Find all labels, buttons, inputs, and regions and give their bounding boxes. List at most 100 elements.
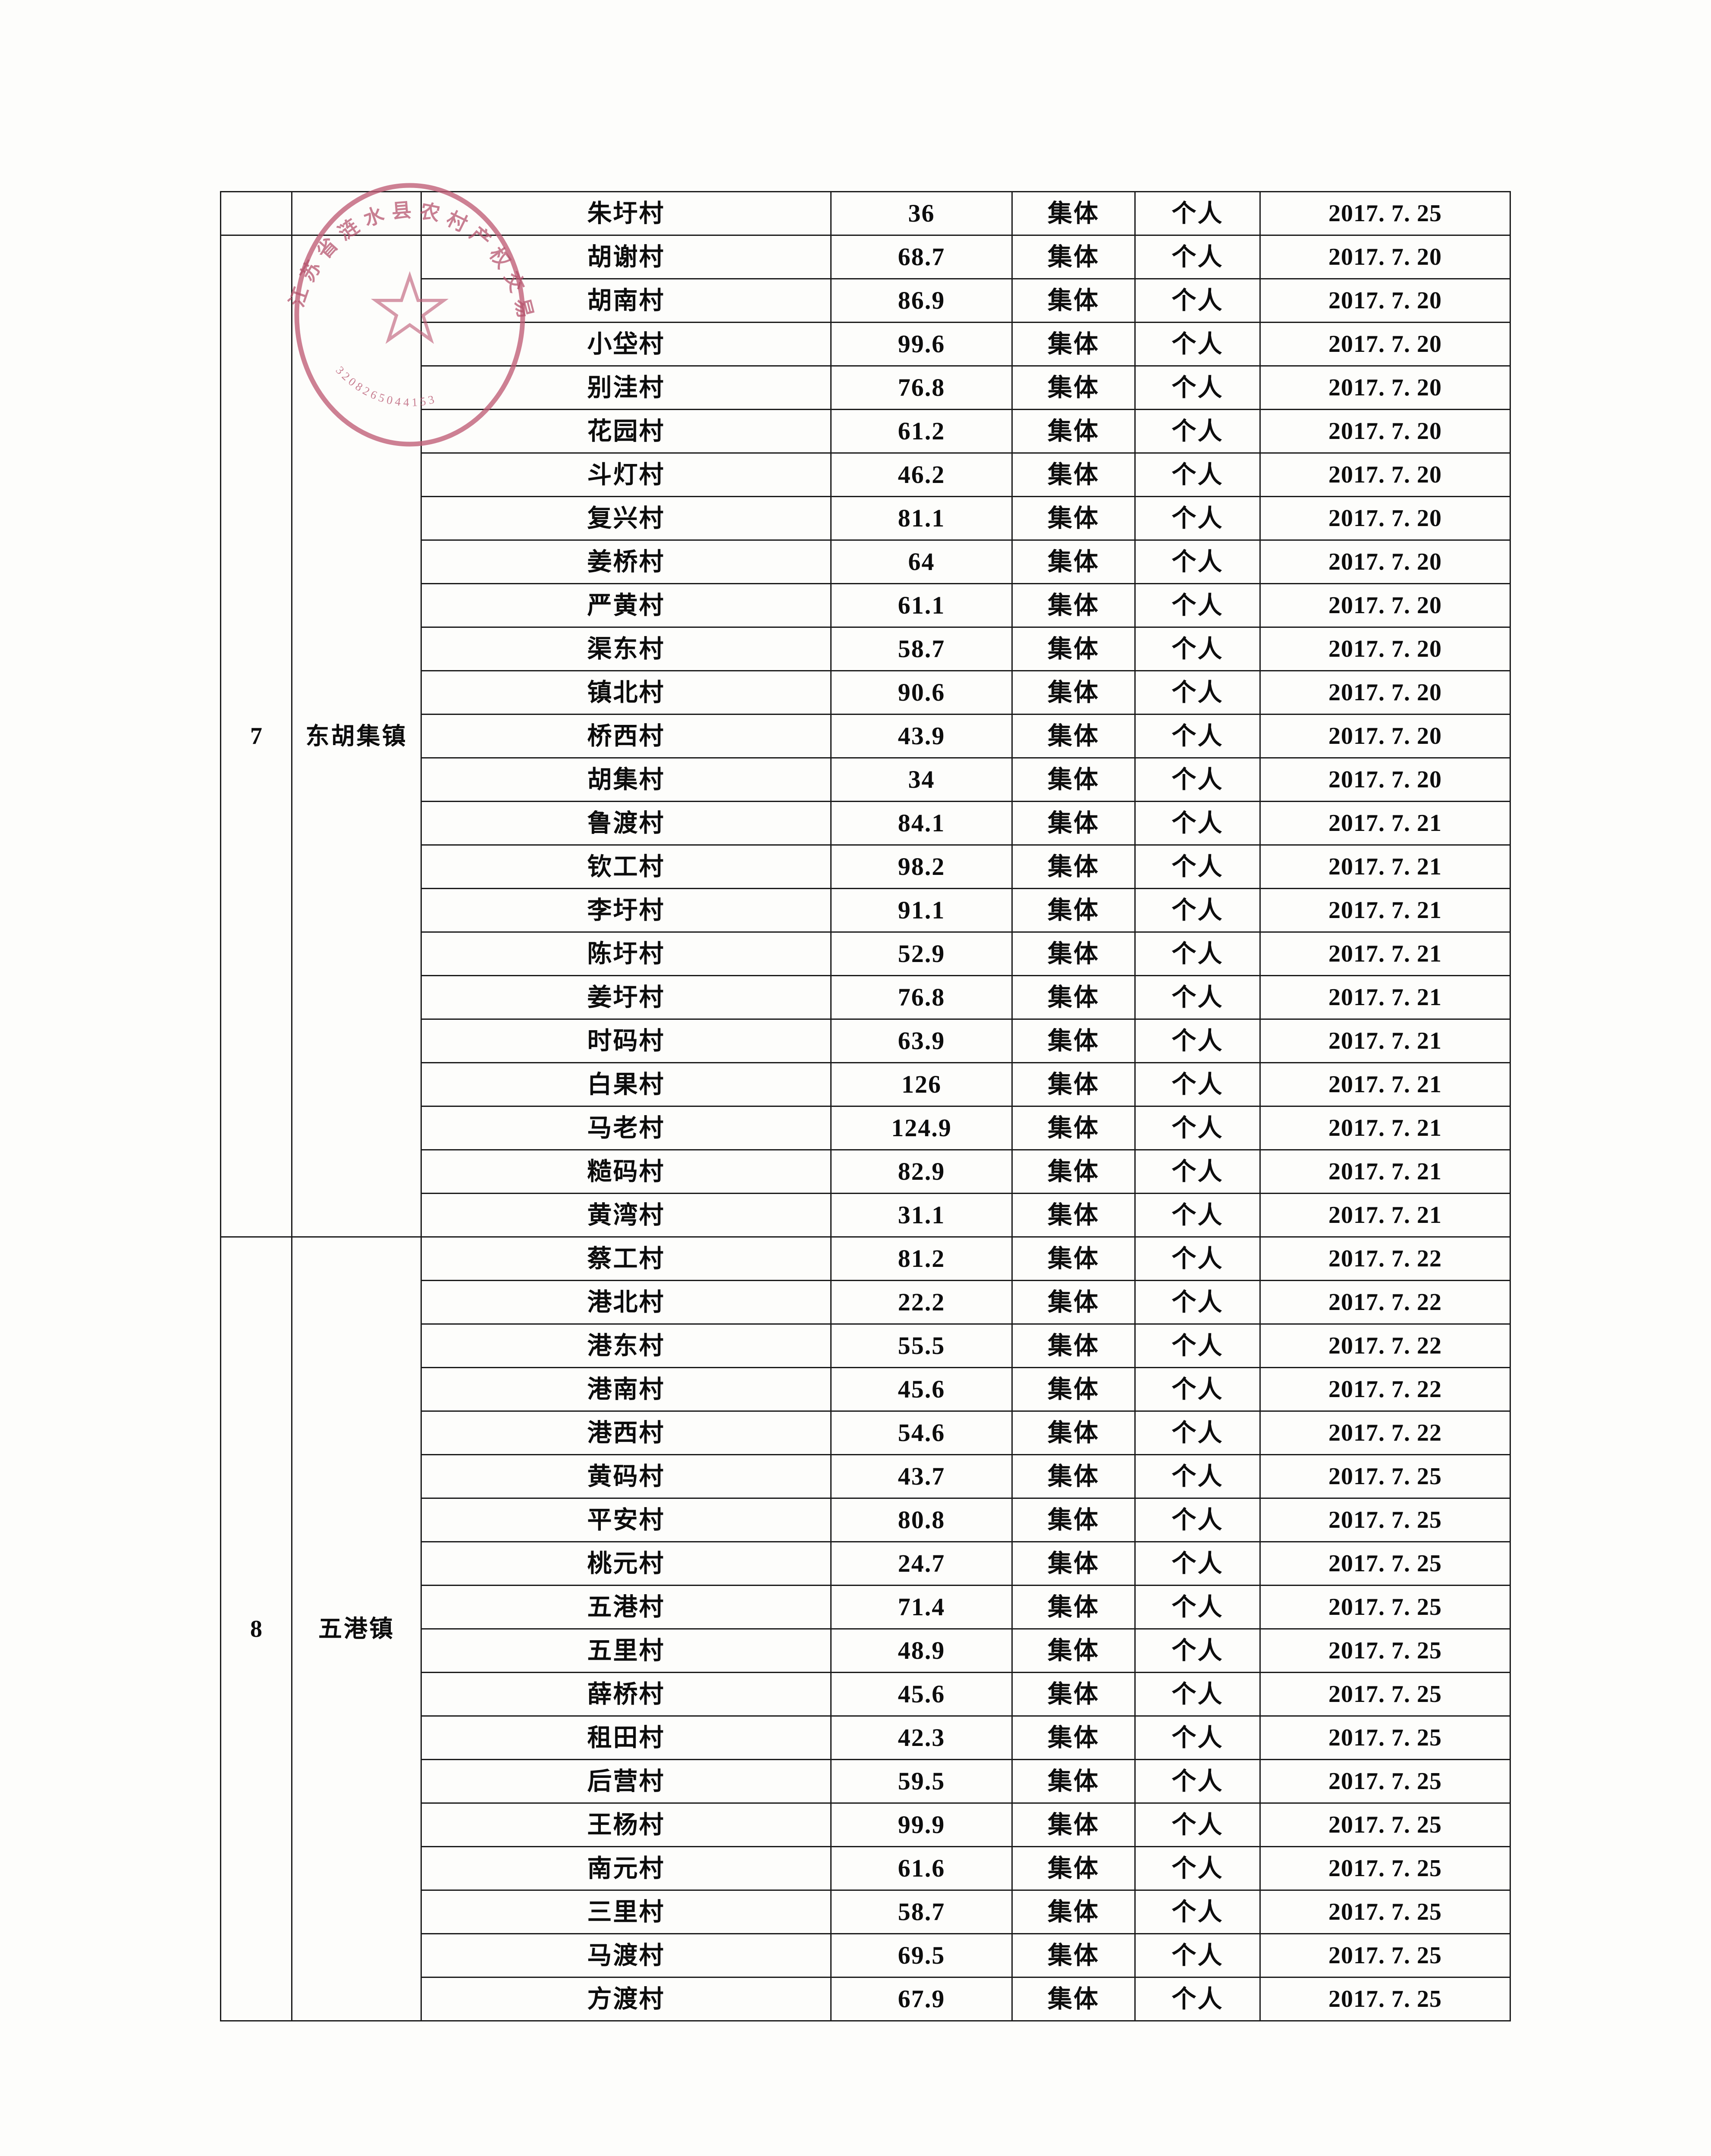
village-name-cell: 桃元村 [421, 1541, 832, 1586]
table-row: 8 五港镇 蔡工村 81.2 集体 个人 2017. 7. 22 [220, 1236, 1511, 2021]
area-value-cell: 43.7 [830, 1454, 1013, 1499]
transaction-date-cell: 2017. 7. 20 [1259, 539, 1511, 584]
transaction-date-cell: 2017. 7. 22 [1259, 1410, 1511, 1455]
village-name-cell: 陈圩村 [421, 931, 832, 976]
village-name-cell: 平安村 [421, 1498, 832, 1542]
area-value-cell: 76.8 [830, 975, 1013, 1020]
data-table-container: 朱圩村 36 集体 个人 2017. 7. 25 7 东胡集镇 胡谢村 68.7 集体 个人 2017… [220, 191, 1511, 2021]
table-row: 黄码村 43.7 集体 个人 2017. 7. 25 [221, 1454, 1511, 1499]
village-name-cell: 渠东村 [421, 627, 832, 671]
table-row: 三里村 58.7 集体 个人 2017. 7. 25 [221, 1890, 1511, 1934]
transaction-date-cell: 2017. 7. 21 [1259, 975, 1511, 1020]
table-row: 方渡村 67.9 集体 个人 2017. 7. 25 [221, 1977, 1511, 2021]
transaction-date-cell: 2017. 7. 20 [1259, 409, 1511, 454]
owner-type-cell: 集体 [1011, 1890, 1136, 1934]
area-value-cell: 81.1 [830, 496, 1013, 541]
user-type-cell: 个人 [1134, 1933, 1261, 1978]
owner-type-cell: 集体 [1011, 1715, 1136, 1760]
town-name-cell: 东胡集镇 [291, 235, 422, 1238]
area-value-cell: 48.9 [830, 1628, 1013, 1673]
owner-type-cell: 集体 [1011, 714, 1136, 758]
user-type-cell: 个人 [1134, 1977, 1261, 2021]
user-type-cell: 个人 [1134, 1454, 1261, 1499]
user-type-cell: 个人 [1134, 452, 1261, 497]
user-type-cell: 个人 [1134, 801, 1261, 846]
area-value-cell: 61.2 [830, 409, 1013, 454]
area-value-cell: 58.7 [830, 627, 1013, 671]
owner-type-cell: 集体 [1011, 278, 1136, 323]
table-row: 港北村 22.2 集体 个人 2017. 7. 22 [221, 1280, 1511, 1325]
owner-type-cell: 集体 [1011, 1018, 1136, 1063]
village-name-cell: 小垈村 [421, 322, 832, 367]
table-row: 马渡村 69.5 集体 个人 2017. 7. 25 [221, 1933, 1511, 1978]
owner-type-cell: 集体 [1011, 670, 1136, 715]
owner-type-cell: 集体 [1011, 1498, 1136, 1542]
table-row: 平安村 80.8 集体 个人 2017. 7. 25 [221, 1498, 1511, 1542]
user-type-cell: 个人 [1134, 1585, 1261, 1630]
transaction-date-cell: 2017. 7. 20 [1259, 365, 1511, 410]
user-type-cell: 个人 [1134, 844, 1261, 889]
area-value-cell: 52.9 [830, 931, 1013, 976]
area-value-cell: 61.6 [830, 1846, 1013, 1891]
village-name-cell: 方渡村 [421, 1977, 832, 2021]
owner-type-cell: 集体 [1011, 757, 1136, 802]
sequence-number-cell: 7 [220, 235, 292, 1238]
area-value-cell: 63.9 [830, 1018, 1013, 1063]
user-type-cell: 个人 [1134, 757, 1261, 802]
table-row: 胡集村 34 集体 个人 2017. 7. 20 [221, 757, 1511, 802]
owner-type-cell: 集体 [1011, 1062, 1136, 1107]
area-value-cell: 24.7 [830, 1541, 1013, 1586]
area-value-cell: 84.1 [830, 801, 1013, 846]
table-row: 桃元村 24.7 集体 个人 2017. 7. 25 [221, 1541, 1511, 1586]
village-name-cell: 马渡村 [421, 1933, 832, 1978]
area-value-cell: 22.2 [830, 1280, 1013, 1325]
area-value-cell: 42.3 [830, 1715, 1013, 1760]
transaction-date-cell: 2017. 7. 25 [1259, 1672, 1511, 1717]
user-type-cell: 个人 [1134, 235, 1261, 279]
area-value-cell: 86.9 [830, 278, 1013, 323]
area-value-cell: 61.1 [830, 583, 1013, 628]
transaction-date-cell: 2017. 7. 21 [1259, 844, 1511, 889]
table-row: 五港村 71.4 集体 个人 2017. 7. 25 [221, 1585, 1511, 1630]
area-value-cell: 68.7 [830, 235, 1013, 279]
village-name-cell: 五港村 [421, 1585, 832, 1630]
owner-type-cell: 集体 [1011, 191, 1136, 236]
table-body: 朱圩村 36 集体 个人 2017. 7. 25 7 东胡集镇 胡谢村 68.7 集体 个人 2017… [220, 191, 1511, 2021]
table-row: 斗灯村 46.2 集体 个人 2017. 7. 20 [221, 452, 1511, 497]
owner-type-cell: 集体 [1011, 496, 1136, 541]
area-value-cell: 69.5 [830, 1933, 1013, 1978]
village-name-cell: 五里村 [421, 1628, 832, 1673]
table-row: 姜桥村 64 集体 个人 2017. 7. 20 [221, 539, 1511, 584]
transaction-date-cell: 2017. 7. 20 [1259, 714, 1511, 758]
area-value-cell: 81.2 [830, 1236, 1013, 1281]
village-name-cell: 港南村 [421, 1367, 832, 1412]
user-type-cell: 个人 [1134, 888, 1261, 933]
transaction-date-cell: 2017. 7. 21 [1259, 1018, 1511, 1063]
owner-type-cell: 集体 [1011, 1628, 1136, 1673]
user-type-cell: 个人 [1134, 1106, 1261, 1150]
user-type-cell: 个人 [1134, 365, 1261, 410]
table-row: 朱圩村 36 集体 个人 2017. 7. 25 [220, 191, 1511, 236]
transaction-date-cell: 2017. 7. 25 [1259, 1585, 1511, 1630]
table-row: 后营村 59.5 集体 个人 2017. 7. 25 [221, 1759, 1511, 1804]
owner-type-cell: 集体 [1011, 1236, 1136, 1281]
transaction-date-cell: 2017. 7. 25 [1259, 1977, 1511, 2021]
user-type-cell: 个人 [1134, 1628, 1261, 1673]
transaction-date-cell: 2017. 7. 20 [1259, 322, 1511, 367]
user-type-cell: 个人 [1134, 1193, 1261, 1238]
table-row: 鲁渡村 84.1 集体 个人 2017. 7. 21 [221, 801, 1511, 846]
village-name-cell: 薛桥村 [421, 1672, 832, 1717]
owner-type-cell: 集体 [1011, 1541, 1136, 1586]
transaction-date-cell: 2017. 7. 25 [1259, 191, 1511, 236]
owner-type-cell: 集体 [1011, 888, 1136, 933]
table-row: 糙码村 82.9 集体 个人 2017. 7. 21 [221, 1149, 1511, 1194]
table-row: 租田村 42.3 集体 个人 2017. 7. 25 [221, 1715, 1511, 1760]
village-name-cell: 花园村 [421, 409, 832, 454]
transaction-date-cell: 2017. 7. 21 [1259, 888, 1511, 933]
table-row: 南元村 61.6 集体 个人 2017. 7. 25 [221, 1846, 1511, 1891]
town-name-cell: 五港镇 [291, 1236, 422, 2021]
table-row: 镇北村 90.6 集体 个人 2017. 7. 20 [221, 670, 1511, 715]
area-value-cell: 90.6 [830, 670, 1013, 715]
user-type-cell: 个人 [1134, 1236, 1261, 1281]
